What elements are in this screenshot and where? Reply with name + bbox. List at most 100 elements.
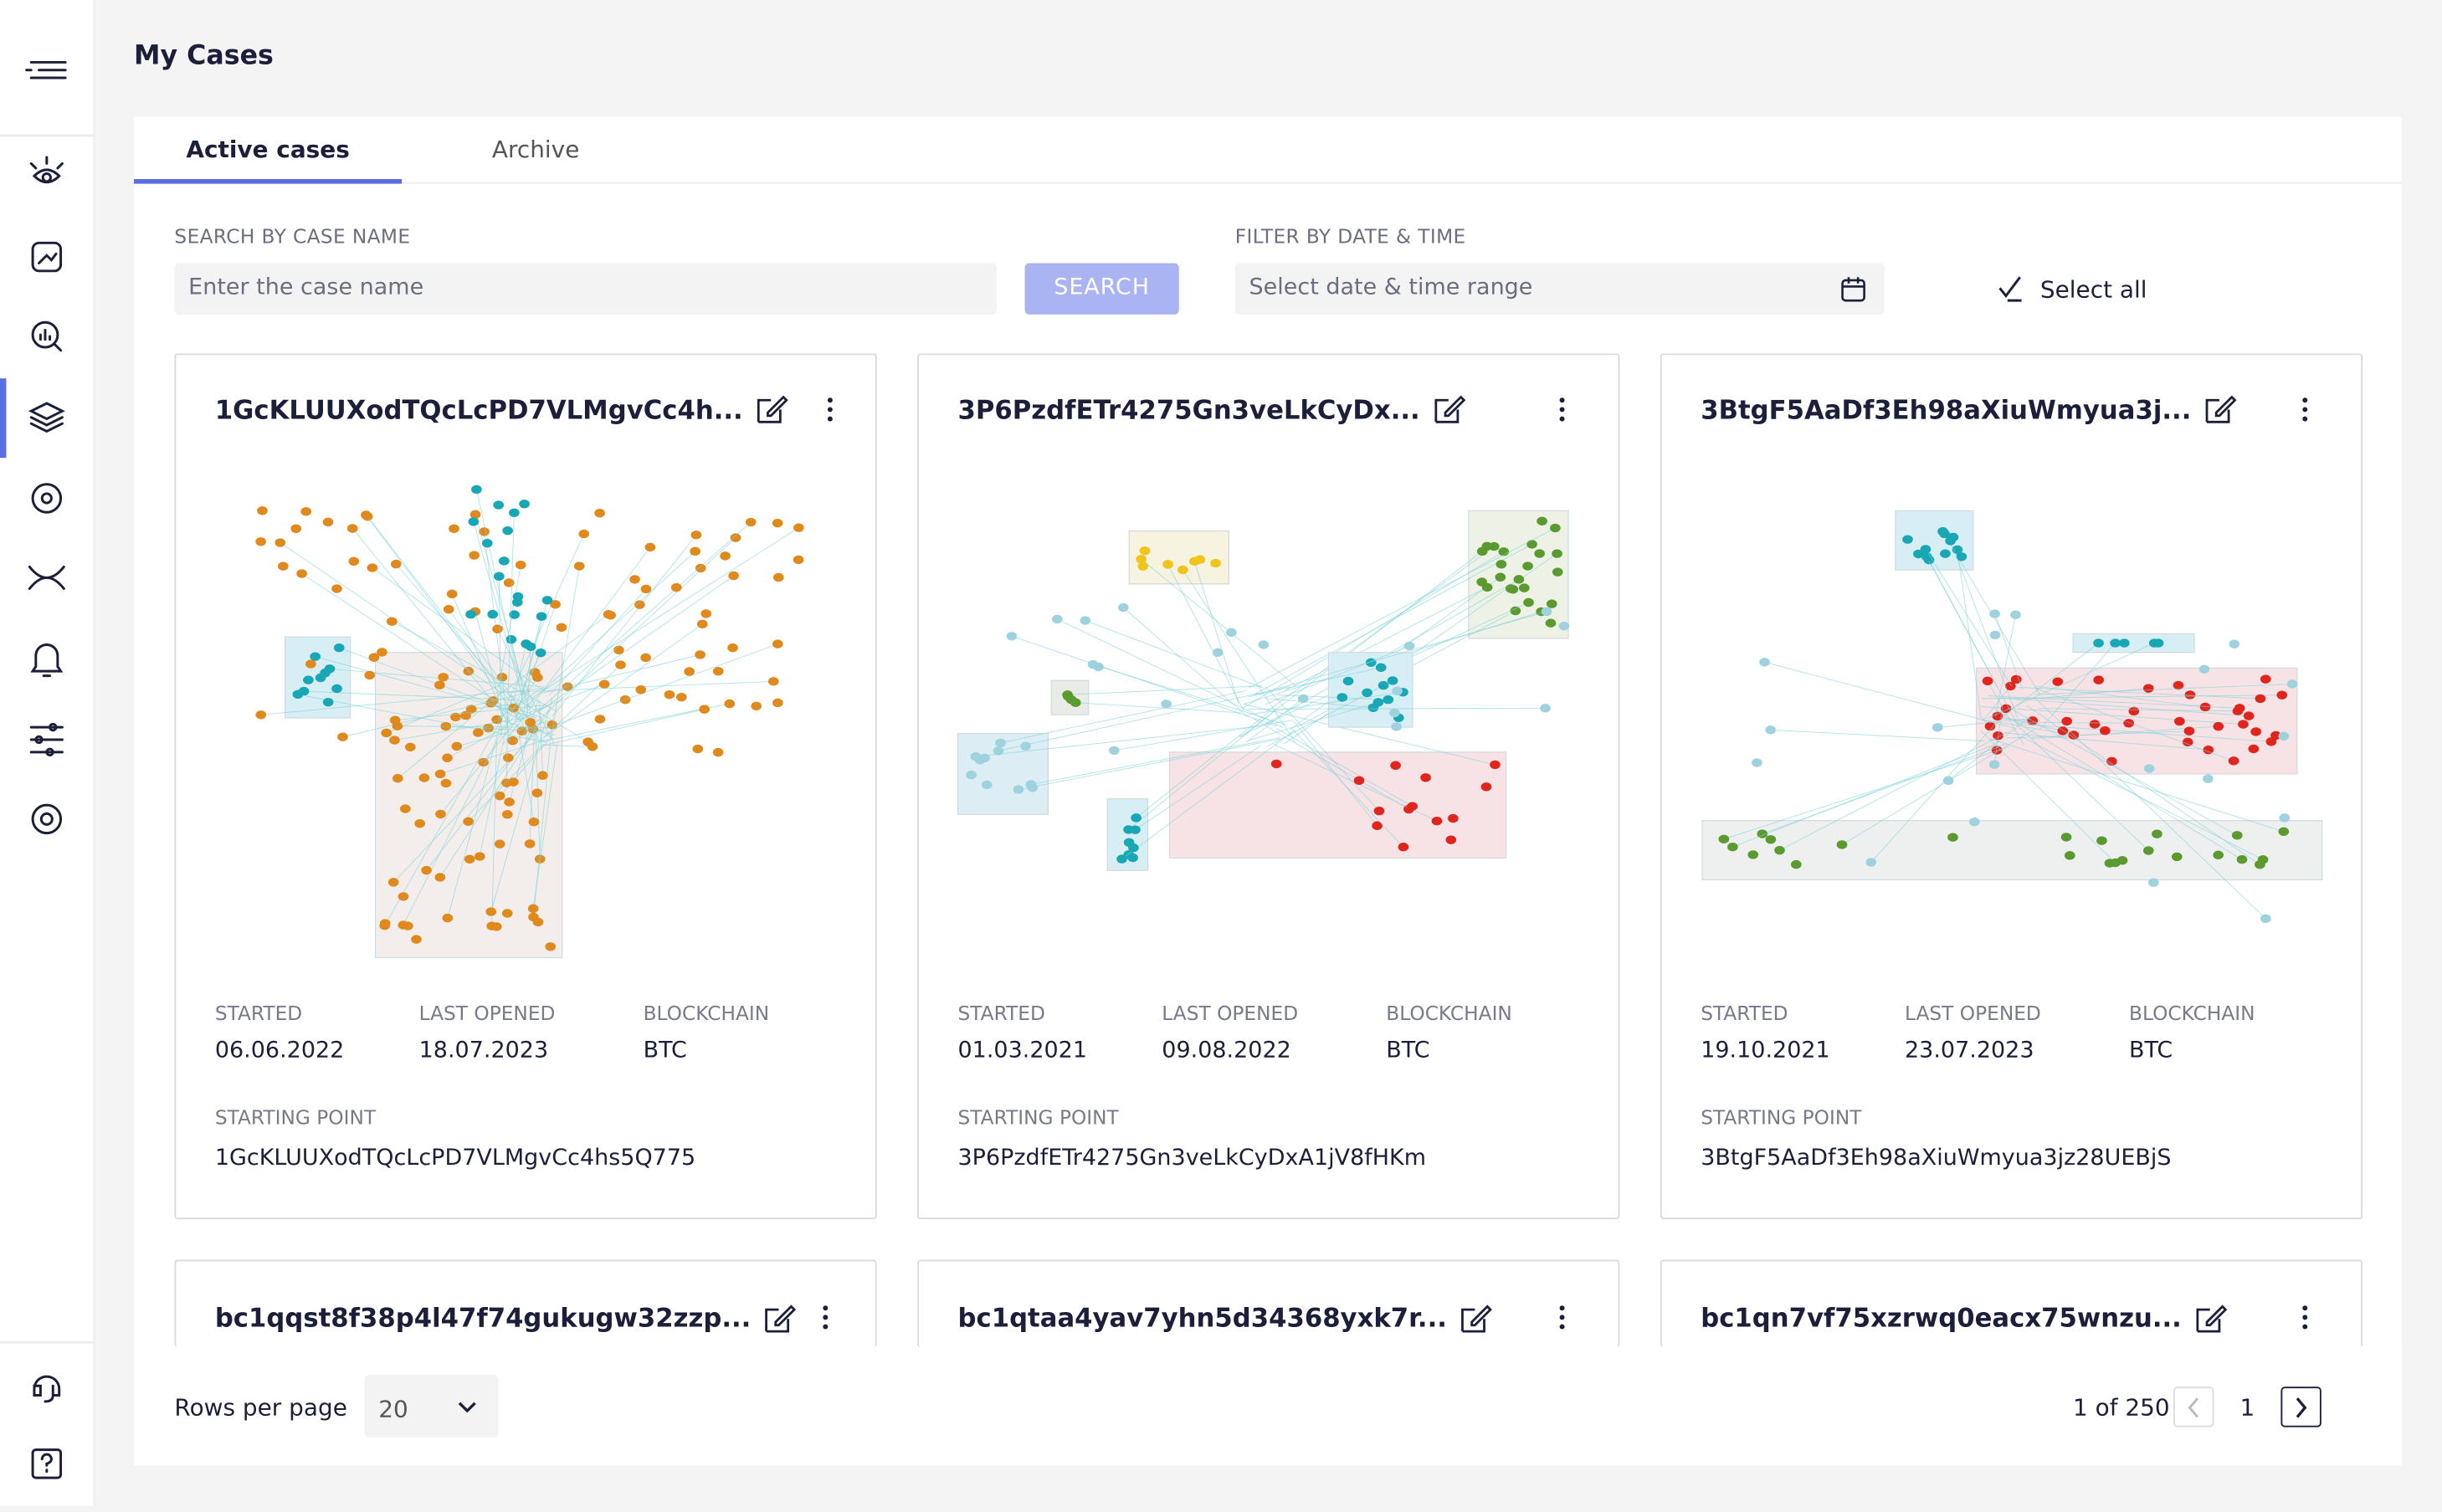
menu-dot[interactable] [1559,416,1565,422]
node [1989,609,2000,618]
edge [392,729,540,883]
node [2199,702,2211,712]
menu-dot[interactable] [2302,397,2308,403]
node [1992,711,2003,721]
node [2255,694,2266,704]
page-number[interactable]: 1 [2239,1393,2255,1422]
node [507,736,518,746]
card-actions[interactable] [919,355,1619,448]
case-card[interactable]: 1GcKLUUXodTQcLcPD7VLMgvCc4h... STARTED 06.… [174,353,877,1220]
edit-icon[interactable] [2205,395,2237,423]
node [2110,858,2121,868]
case-card[interactable]: bc1qn7vf75xzrwq0eacx75wnzu... [1660,1259,2363,1347]
collapse-icon[interactable] [25,60,67,79]
edge [386,684,500,734]
search-input[interactable]: Enter the case name [174,263,998,315]
edit-icon[interactable] [2196,1304,2228,1333]
node [2260,914,2271,924]
node [502,525,513,536]
date-input[interactable]: Select date & time range [1234,263,1885,315]
node [1495,572,1506,582]
select-all[interactable]: Select all [2039,275,2147,304]
page-title: My Cases [134,40,274,72]
case-card[interactable]: bc1qtaa4yav7yhn5d34368yxk7r... [917,1259,1620,1347]
edge [1290,727,1404,848]
menu-dot[interactable] [827,416,833,422]
edge [1275,727,1413,807]
menu-dot[interactable] [1559,1315,1565,1320]
edge [297,694,547,743]
menu-dot[interactable] [2302,407,2308,413]
menu-dot[interactable] [2302,1315,2308,1320]
menu-dot[interactable] [1559,397,1565,403]
node [1372,821,1383,830]
menu-dot[interactable] [827,407,833,413]
tab-active[interactable]: Active cases [186,135,350,164]
edge [2034,683,2293,695]
edge [1993,708,2243,860]
node [772,572,784,582]
case-card[interactable]: bc1qqst8f38p4l47f74gukugw32zzp... [174,1259,877,1347]
node [1051,614,1063,624]
node [1373,806,1385,816]
edge [1057,618,1284,729]
menu-dot[interactable] [1559,1324,1565,1330]
card-actions[interactable] [176,1261,876,1346]
node [469,510,481,520]
menu-dot[interactable] [2302,1324,2308,1330]
edge [439,739,546,775]
node [728,571,739,581]
node [793,555,804,565]
node [400,804,411,813]
edit-icon[interactable] [1461,1304,1492,1333]
menu-dot[interactable] [2302,1305,2308,1311]
node [2147,878,2159,887]
menu-dot[interactable] [2302,416,2308,422]
nav-icons[interactable] [28,156,65,835]
case-card[interactable]: 3P6PzdfETr4275Gn3veLkCyDx... STARTED 01.03… [917,353,1620,1220]
menu-dot[interactable] [827,397,833,403]
card-actions[interactable] [176,355,876,448]
rows-select[interactable] [364,1375,499,1438]
menu-dot[interactable] [823,1324,829,1330]
node [1342,676,1354,686]
node [405,742,416,752]
card-actions[interactable] [1662,1261,2362,1346]
node [1865,858,1877,867]
check-icon[interactable] [1995,273,2026,304]
calendar-icon[interactable] [1838,274,1869,305]
node [446,589,458,599]
node [442,753,453,762]
node [1212,648,1224,658]
node [1541,607,1552,617]
menu-dot[interactable] [823,1315,829,1320]
support-icons[interactable] [31,1375,63,1479]
node [367,563,378,572]
card-actions[interactable] [1662,355,2362,448]
card-actions[interactable] [919,1261,1619,1346]
node [346,524,358,533]
edge [1764,661,2017,730]
menu-dot[interactable] [1559,407,1565,413]
node [1270,759,1282,769]
edit-icon[interactable] [757,395,788,423]
edit-icon[interactable] [765,1304,797,1333]
menu-dot[interactable] [1559,1305,1565,1311]
node [1942,776,1954,786]
node [772,639,783,648]
edit-icon[interactable] [1434,395,1466,423]
node [690,530,702,540]
case-card[interactable]: 3BtgF5AaDf3Eh98aXiuWmyua3j... STARTED 19.1… [1660,353,2363,1220]
edge [1247,707,1546,710]
node [1136,555,1147,564]
case-title: 3P6PzdfETr4275Gn3veLkCyDx... [957,395,1420,426]
menu-dot[interactable] [823,1305,829,1311]
search-button[interactable]: SEARCH [1024,263,1179,315]
tab[interactable]: Archive [491,135,580,164]
edge [473,521,523,698]
node [1398,843,1409,852]
node [473,728,484,737]
edge [1980,730,2116,864]
pager-buttons[interactable] [2173,1386,2328,1429]
